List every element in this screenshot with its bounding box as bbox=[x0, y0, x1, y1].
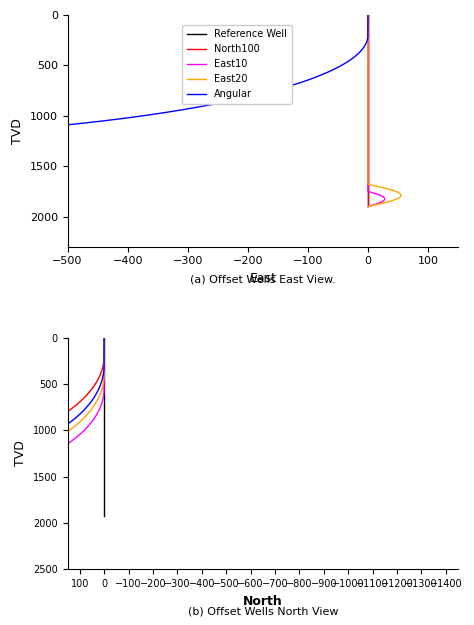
East20 bbox=[365, 164, 371, 171]
East10 bbox=[365, 96, 371, 103]
East20 bbox=[365, 142, 371, 150]
East20 bbox=[365, 31, 371, 38]
Line: East10: East10 bbox=[368, 15, 385, 206]
X-axis label: North: North bbox=[243, 594, 283, 608]
East10 bbox=[365, 164, 371, 171]
East10 bbox=[365, 161, 371, 168]
East20 bbox=[365, 161, 371, 168]
Line: Angular: Angular bbox=[0, 15, 368, 140]
Angular bbox=[362, 42, 367, 50]
Y-axis label: TVD: TVD bbox=[15, 441, 27, 466]
Angular bbox=[121, 114, 127, 122]
Angular bbox=[174, 107, 180, 114]
East10 bbox=[365, 202, 371, 210]
X-axis label: East: East bbox=[249, 272, 276, 285]
Angular bbox=[345, 58, 350, 66]
East20 bbox=[365, 202, 371, 210]
Line: East20: East20 bbox=[368, 15, 401, 206]
Title: (a) Offset Wells East View.: (a) Offset Wells East View. bbox=[190, 275, 336, 285]
East10 bbox=[365, 31, 371, 38]
East20 bbox=[365, 96, 371, 103]
East10 bbox=[365, 11, 371, 19]
East20 bbox=[365, 11, 371, 19]
Y-axis label: TVD: TVD bbox=[11, 118, 24, 144]
East10 bbox=[365, 89, 371, 96]
East10 bbox=[365, 142, 371, 150]
Angular bbox=[365, 11, 371, 19]
Title: (b) Offset Wells North View: (b) Offset Wells North View bbox=[188, 607, 338, 617]
Legend: Reference Well, North100, East10, East20, Angular: Reference Well, North100, East10, East20… bbox=[182, 24, 292, 104]
East20 bbox=[365, 89, 371, 96]
